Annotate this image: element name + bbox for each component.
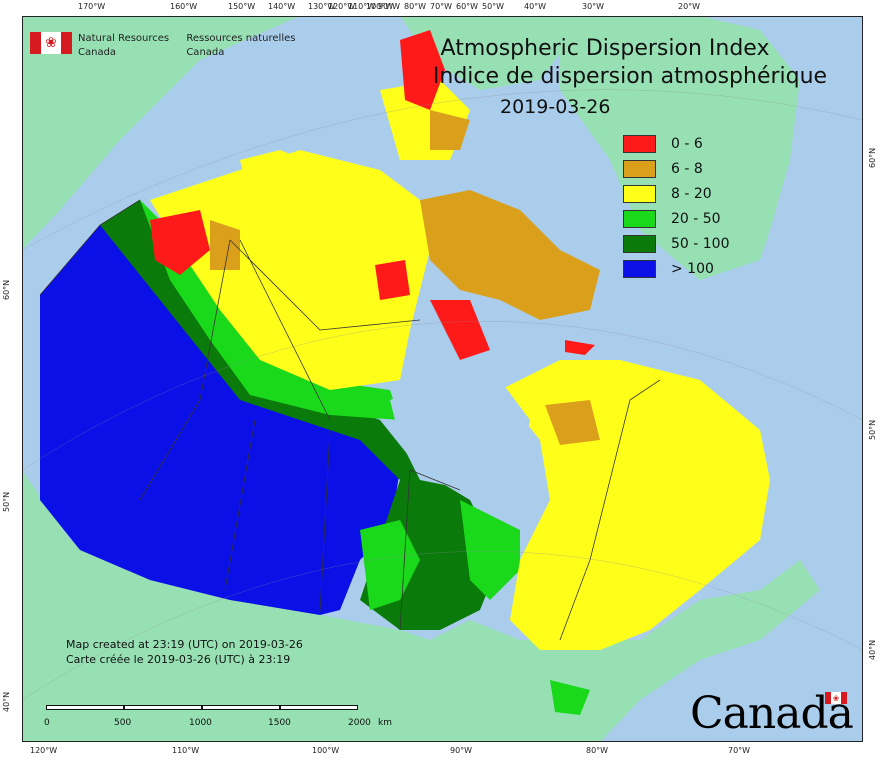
region-0-6-arctic — [375, 260, 410, 300]
region-0-6-ellesmere — [400, 30, 445, 110]
region-0-6-baffin — [430, 300, 490, 360]
grid-label-top: 120°W — [328, 2, 356, 11]
map-title-fr: Indice de dispersion atmosphérique — [432, 64, 828, 89]
region-over-100 — [40, 225, 400, 615]
grid-label-top: 40°W — [524, 2, 547, 11]
grid-label-right: 60°N — [868, 147, 877, 168]
grid-label-top: 150°W — [228, 2, 256, 11]
grid-label-left: 40°N — [2, 691, 11, 712]
grid-label-top: 160°W — [170, 2, 198, 11]
grid-label-top: 90°W — [378, 2, 401, 11]
grid-label-bottom: 90°W — [450, 746, 473, 755]
legend-item: 50 - 100 — [623, 231, 730, 256]
agency-signature: ❀ Natural Resources Canada Ressources na… — [30, 32, 309, 60]
scale-label: 1500 — [268, 718, 291, 728]
scale-unit: km — [378, 718, 392, 728]
grid-label-top: 70°W — [430, 2, 453, 11]
wordmark-flag-icon: ❀ — [825, 692, 847, 704]
region-8-20-north — [150, 150, 430, 390]
canada-flag-icon: ❀ — [30, 32, 72, 54]
legend-label: 6 - 8 — [671, 160, 703, 177]
legend-label: 8 - 20 — [671, 185, 712, 202]
legend: 0 - 6 6 - 8 8 - 20 20 - 50 50 - 100 > 10… — [623, 131, 730, 281]
grid-label-top: 130°W — [308, 2, 336, 11]
region-20-50-ontario — [460, 500, 520, 600]
region-20-50-west — [140, 200, 400, 420]
land-usa — [22, 470, 820, 742]
grid-label-top: 30°W — [582, 2, 605, 11]
agency-name-en: Natural Resources Canada — [78, 33, 170, 58]
map-title-en: Atmospheric Dispersion Index — [440, 36, 770, 61]
grid-label-top: 170°W — [78, 2, 106, 11]
hudson-bay — [390, 380, 530, 490]
region-20-50-south — [550, 680, 590, 715]
scale-label: 1000 — [189, 718, 212, 728]
grid-label-bottom: 80°W — [586, 746, 609, 755]
grid-label-left: 50°N — [2, 491, 11, 512]
region-8-20-islands — [240, 150, 330, 200]
agency-name-fr: Ressources naturelles Canada — [186, 33, 296, 58]
map-date: 2019-03-26 — [500, 96, 611, 118]
grid-label-bottom: 120°W — [30, 746, 58, 755]
land-greenland — [560, 16, 800, 280]
scale-label: 0 — [44, 718, 50, 728]
legend-label: > 100 — [671, 260, 714, 277]
grid-label-top: 100°W — [366, 2, 394, 11]
region-20-50-prairie — [360, 520, 420, 610]
region-6-8-baffin — [420, 190, 600, 320]
legend-label: 20 - 50 — [671, 210, 721, 227]
legend-item: 0 - 6 — [623, 131, 730, 156]
grid-label-top: 60°W — [456, 2, 479, 11]
grid-label-bottom: 100°W — [312, 746, 340, 755]
grid-label-top: 140°W — [268, 2, 296, 11]
legend-swatch — [623, 159, 656, 178]
region-6-8-quebec — [545, 400, 600, 445]
legend-swatch — [623, 234, 656, 253]
grid-label-right: 40°N — [868, 639, 877, 660]
legend-item: 6 - 8 — [623, 156, 730, 181]
grid-label-top: 20°W — [678, 2, 701, 11]
boundaries — [39, 199, 661, 641]
grid-label-right: 50°N — [868, 419, 877, 440]
grid-label-top: 110°W — [348, 2, 376, 11]
scale-label: 2000 — [348, 718, 371, 728]
map-frame — [22, 16, 863, 742]
legend-item: 20 - 50 — [623, 206, 730, 231]
legend-swatch — [623, 259, 656, 278]
legend-label: 50 - 100 — [671, 235, 730, 252]
grid-label-top: 80°W — [404, 2, 427, 11]
legend-swatch — [623, 209, 656, 228]
region-0-6-yukon — [150, 210, 210, 275]
grid-label-bottom: 70°W — [728, 746, 751, 755]
graticule-lines — [21, 89, 864, 701]
creation-credit: Map created at 23:19 (UTC) on 2019-03-26… — [66, 638, 303, 666]
grid-label-bottom: 110°W — [172, 746, 200, 755]
region-0-6-east — [565, 340, 595, 355]
region-6-8-ellesmere — [430, 110, 470, 150]
land-alaska — [22, 16, 300, 250]
grid-label-top: 50°W — [482, 2, 505, 11]
legend-label: 0 - 6 — [671, 135, 703, 152]
grid-label-left: 60°N — [2, 279, 11, 300]
scale-label: 500 — [114, 718, 132, 728]
region-6-8-yukon — [210, 220, 240, 270]
legend-item: > 100 — [623, 256, 730, 281]
land-north — [400, 16, 570, 90]
legend-swatch — [623, 184, 656, 203]
legend-item: 8 - 20 — [623, 181, 730, 206]
legend-swatch — [623, 134, 656, 153]
